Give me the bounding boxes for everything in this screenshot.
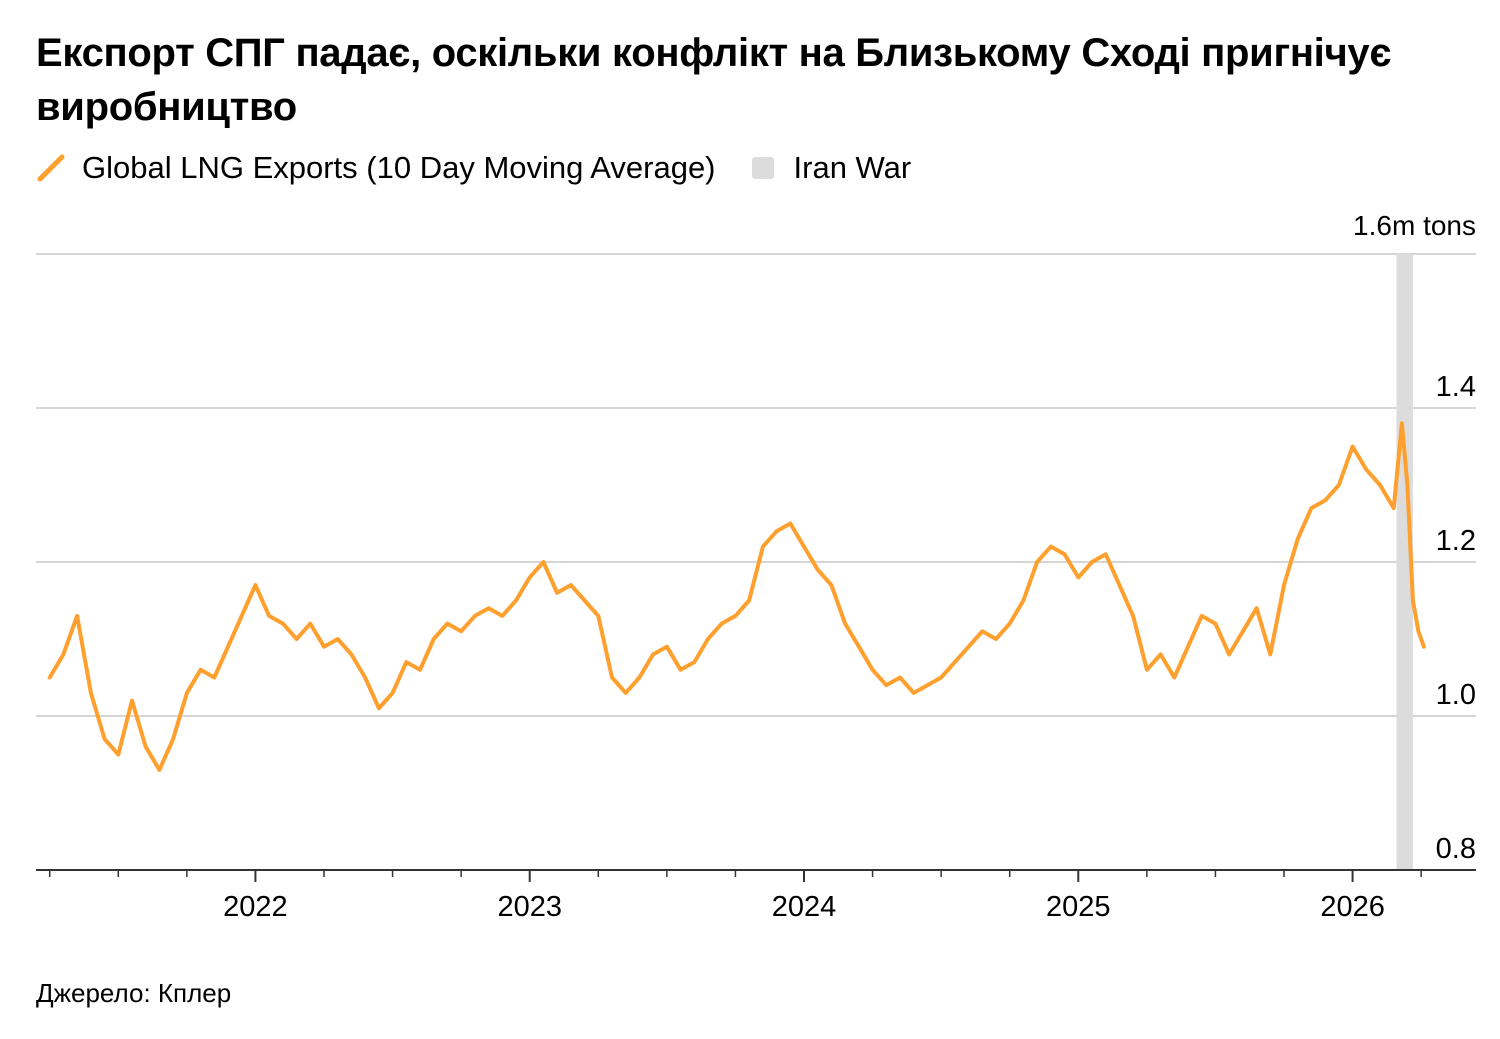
x-tick-label: 2024 [772,891,837,923]
iran-war-band [1396,254,1413,870]
legend-band-swatch [751,157,774,179]
series-line-lng-exports [47,421,1426,772]
x-tick-label: 2023 [497,891,562,923]
x-tick-label: 2025 [1046,891,1111,923]
source-note: Джерело: Кплер [36,978,232,1008]
legend: Global LNG Exports (10 Day Moving Averag… [36,148,947,188]
x-tick-label: 2026 [1320,891,1385,923]
x-tick-label: 2022 [223,891,288,923]
legend-item-iran-war: Iran War [751,150,912,186]
chart-title: Експорт СПГ падає, оскільки конфлікт на … [36,31,1392,129]
y-axis-unit-label: 1.6m tons [1353,210,1476,241]
legend-label-iran-war: Iran War [793,150,912,185]
legend-label-lng-exports: Global LNG Exports (10 Day Moving Averag… [82,150,716,185]
y-tick-label: 1.0 [1436,679,1476,711]
y-tick-label: 0.8 [1436,833,1476,865]
legend-line-swatch [37,154,65,182]
y-tick-label: 1.4 [1436,371,1476,403]
legend-item-lng-exports: Global LNG Exports (10 Day Moving Averag… [36,150,716,186]
y-tick-label: 1.2 [1436,525,1476,557]
